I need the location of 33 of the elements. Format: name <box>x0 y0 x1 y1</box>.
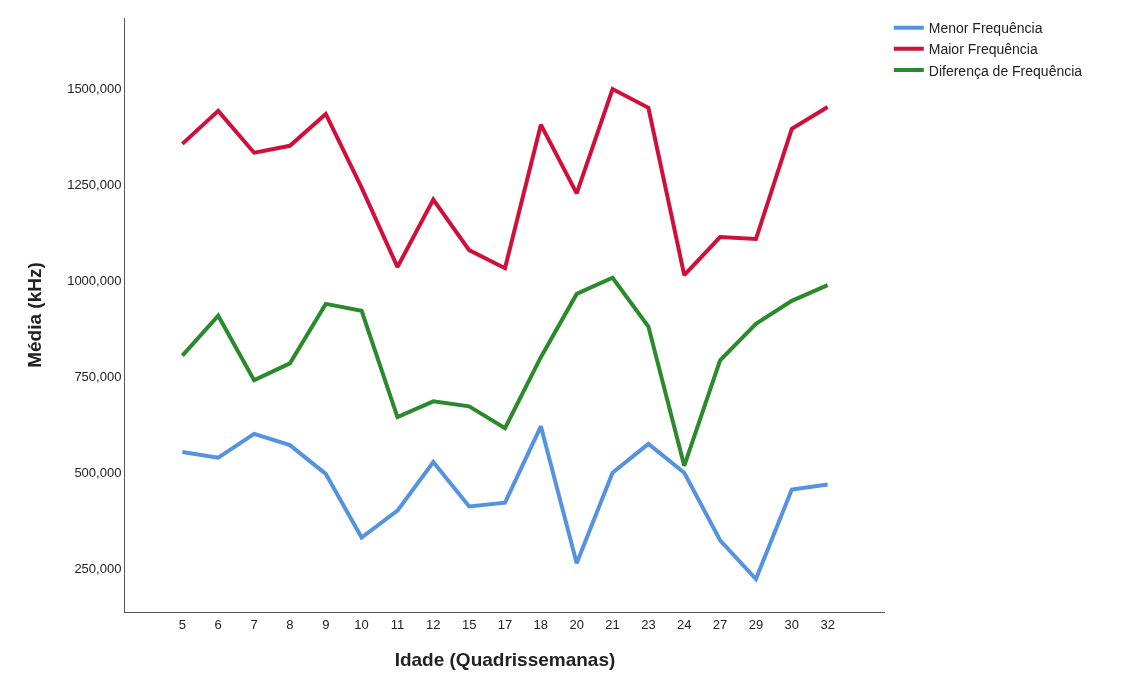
x-tick-label: 23 <box>641 616 656 632</box>
x-tick-label: 8 <box>286 616 294 632</box>
x-tick-label: 20 <box>569 616 584 632</box>
x-tick-label: 27 <box>712 616 728 632</box>
x-tick-label: 6 <box>214 616 222 632</box>
x-tick-label: 5 <box>178 616 186 632</box>
x-tick-label: 15 <box>461 616 477 632</box>
line-series <box>180 424 830 581</box>
y-tick-label: 1000,000 <box>67 273 122 289</box>
line-series <box>180 275 830 468</box>
x-tick-label: 7 <box>250 616 258 632</box>
x-tick-label: 32 <box>820 616 835 632</box>
legend-label: Diferença de Frequência <box>928 62 1083 79</box>
x-tick-label: 9 <box>322 616 330 632</box>
x-tick-label: 11 <box>390 616 405 632</box>
y-tick-label: 500,000 <box>74 464 122 480</box>
x-tick-label: 24 <box>677 616 692 632</box>
y-tick-label: 1500,000 <box>67 81 122 97</box>
line-series <box>180 86 830 278</box>
y-tick-label: 250,000 <box>74 560 122 576</box>
y-axis-title: Média (kHz) <box>24 262 46 368</box>
y-tick-label: 1250,000 <box>67 177 122 193</box>
x-tick-label: 29 <box>748 616 764 632</box>
x-tick-label: 30 <box>784 616 800 632</box>
x-tick-label: 18 <box>533 616 549 632</box>
x-tick-label: 10 <box>354 616 369 632</box>
x-tick-label: 17 <box>497 616 513 632</box>
legend-label: Maior Frequência <box>928 41 1038 58</box>
y-tick-label: 750,000 <box>74 368 122 384</box>
legend-label: Menor Frequência <box>928 20 1043 37</box>
x-tick-label: 21 <box>605 616 620 632</box>
x-tick-label: 12 <box>426 616 441 632</box>
x-axis-title: Idade (Quadrissemanas) <box>394 649 616 671</box>
